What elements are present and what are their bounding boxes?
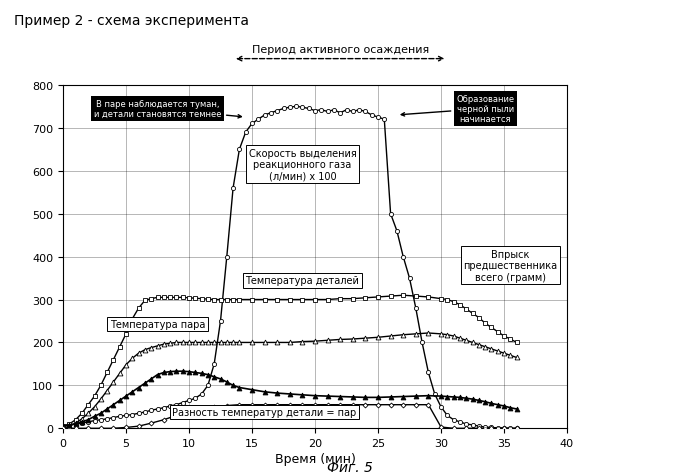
Text: Период активного осаждения: Период активного осаждения <box>251 45 429 55</box>
Text: Разность температур детали = пар: Разность температур детали = пар <box>172 407 357 417</box>
Text: Фиг. 5: Фиг. 5 <box>327 460 373 474</box>
Text: В паре наблюдается туман,
и детали становятся темнее: В паре наблюдается туман, и детали стано… <box>94 99 242 119</box>
Text: Скорость выделения
реакционного газа
(л/мин) х 100: Скорость выделения реакционного газа (л/… <box>248 149 356 181</box>
Text: Образование
черной пыли
начинается: Образование черной пыли начинается <box>401 94 514 124</box>
X-axis label: Время (мин): Время (мин) <box>274 452 356 465</box>
Text: Температура пара: Температура пара <box>110 319 205 329</box>
Text: Пример 2 - схема эксперимента: Пример 2 - схема эксперимента <box>14 14 249 28</box>
Text: Впрыск
предшественника
всего (грамм): Впрыск предшественника всего (грамм) <box>463 249 557 282</box>
Text: Температура деталей: Температура деталей <box>246 276 359 286</box>
